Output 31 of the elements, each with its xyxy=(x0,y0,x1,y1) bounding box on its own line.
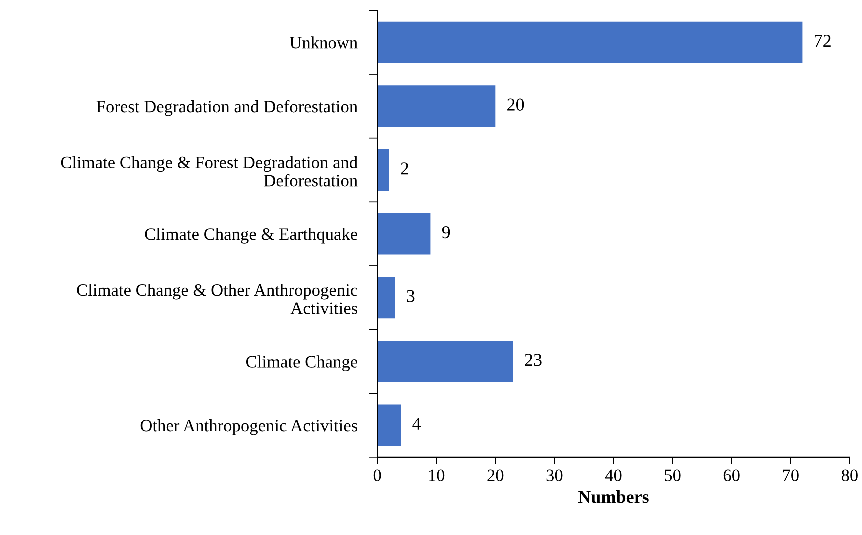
y-tick-label: Unknown xyxy=(290,36,358,49)
data-label: 2 xyxy=(401,162,409,175)
y-tick-label: Climate Change & Forest Degradation and Deforestation xyxy=(61,156,358,187)
bar xyxy=(378,340,514,382)
x-tick-label: 40 xyxy=(605,470,622,482)
x-tick-label: 20 xyxy=(488,470,504,482)
bar xyxy=(378,277,396,319)
bar xyxy=(378,86,496,128)
y-tick-label: Climate Change xyxy=(246,356,358,372)
data-label: 23 xyxy=(525,354,542,366)
y-tick-label: Climate Change & Other Anthropogenic Activities xyxy=(77,284,358,314)
x-tick-label: 60 xyxy=(724,470,740,482)
bar xyxy=(378,150,390,191)
y-tick-label: Other Anthropogenic Activities xyxy=(140,419,358,436)
data-label: 72 xyxy=(814,34,831,47)
y-tick-label: Climate Change & Earthquake xyxy=(145,228,358,244)
x-tick-label: 80 xyxy=(842,470,858,482)
data-label: 20 xyxy=(508,98,524,111)
y-tick-label: Forest Degradation and Deforestation xyxy=(96,100,358,116)
x-tick-label: 0 xyxy=(374,470,382,482)
data-label: 9 xyxy=(442,226,450,239)
bar xyxy=(378,213,431,255)
x-axis-title: Numbers xyxy=(578,490,649,504)
x-tick-label: 30 xyxy=(546,470,563,482)
data-label: 4 xyxy=(412,418,422,430)
bar xyxy=(378,404,402,446)
data-label: 3 xyxy=(407,290,415,302)
x-tick-label: 10 xyxy=(429,470,445,482)
x-tick-label: 50 xyxy=(665,470,681,482)
bar xyxy=(378,22,803,64)
x-tick-label: 70 xyxy=(783,470,799,482)
